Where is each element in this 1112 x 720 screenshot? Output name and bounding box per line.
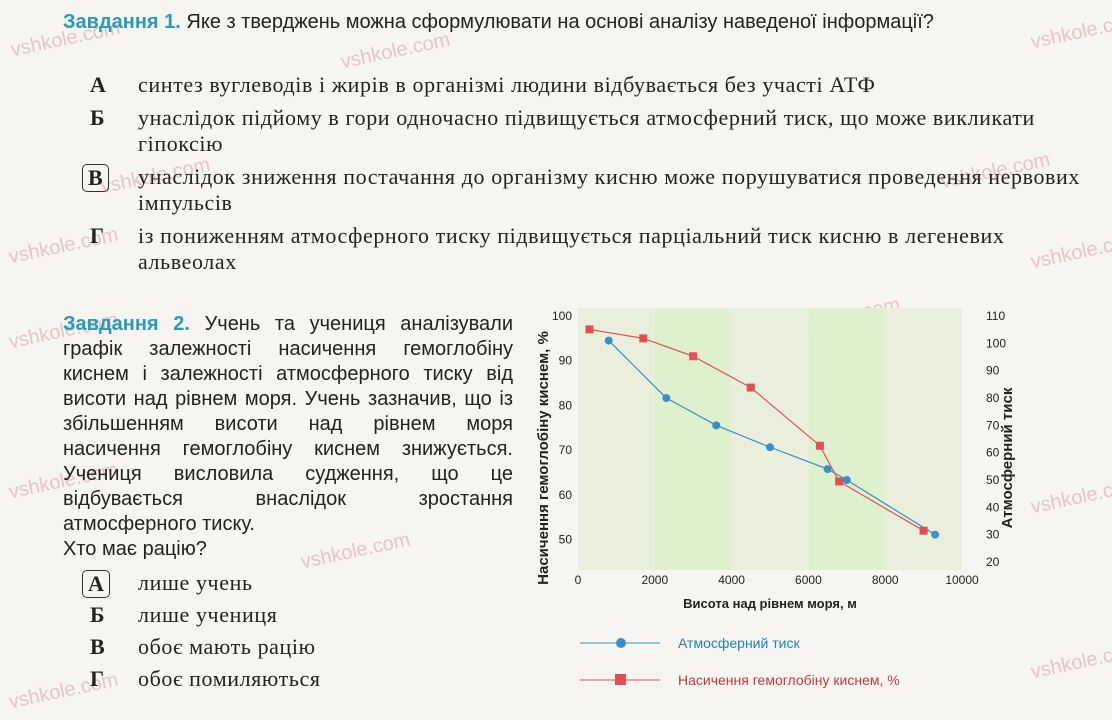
option-text: із пониженням атмосферного тиску підвищу… xyxy=(138,223,1005,274)
series-point xyxy=(842,476,851,484)
task1-question: Завдання 1. Яке з тверджень можна сформу… xyxy=(63,10,1073,35)
task2-options: А лише учень Б лише учениця В обоє мають… xyxy=(82,570,410,698)
y2-tick-label: 100 xyxy=(986,336,1006,350)
series-point xyxy=(746,383,755,392)
x-tick-label: 8000 xyxy=(872,573,899,587)
option-letter: Б xyxy=(90,105,105,130)
y-tick-label: 80 xyxy=(559,398,573,412)
option-text: лише учениця xyxy=(138,602,278,627)
series-point xyxy=(931,530,940,539)
task1-options: А синтез вуглеводів і жирів в організмі … xyxy=(82,72,1081,282)
series-point xyxy=(766,443,774,452)
series-point xyxy=(585,325,594,334)
option-letter: А xyxy=(90,72,106,97)
y2-tick-label: 20 xyxy=(986,555,1000,569)
legend-label-pressure: Атмосферний тиск xyxy=(678,635,800,651)
y-tick-label: 60 xyxy=(559,488,573,502)
x-axis-label: Висота над рівнем моря, м xyxy=(683,596,857,611)
y-axis-label: Насичення гемоглобіну киснем, % xyxy=(535,331,552,585)
chart-band xyxy=(578,308,655,570)
y2-tick-label: 60 xyxy=(986,446,1000,460)
chart-svg: 0 2000 4000 6000 8000 10000 50 60 70 80 90 100 20 30 4… xyxy=(535,308,1016,688)
option-text: унаслідок підйому в гори одночасно підви… xyxy=(138,105,1035,156)
task2-option-c[interactable]: В обоє мають рацію xyxy=(90,634,410,660)
task2-text: Учень та учениця аналізували графік зале… xyxy=(63,313,513,535)
y2-tick-label: 90 xyxy=(986,364,1000,378)
y2-tick-label: 30 xyxy=(986,528,1000,542)
y-tick-label: 90 xyxy=(559,354,573,368)
task2-question: Завдання 2. Учень та учениця аналізували… xyxy=(63,312,513,562)
series-point xyxy=(835,477,844,486)
y2-tick-label: 50 xyxy=(986,473,1000,487)
series-point xyxy=(662,394,671,402)
series-point xyxy=(823,465,832,474)
task1-title: Завдання 1. xyxy=(63,11,181,33)
option-text: обоє помиляються xyxy=(138,666,321,691)
series-point xyxy=(712,421,721,430)
option-letter-selected: А xyxy=(82,570,110,598)
task2-prompt: Хто має рацію? xyxy=(63,538,207,560)
task1-option-d[interactable]: Г із пониженням атмосферного тиску підви… xyxy=(90,223,1080,275)
series-point xyxy=(815,441,824,450)
option-text: лише учень xyxy=(138,570,253,595)
series-point xyxy=(639,334,648,343)
option-letter: Б xyxy=(90,602,105,627)
task2-option-b[interactable]: Б лише учениця xyxy=(90,602,410,628)
altitude-chart: 0 2000 4000 6000 8000 10000 50 60 70 80 90 100 20 30 4… xyxy=(520,288,1100,713)
y-tick-label: 70 xyxy=(559,443,573,457)
task2-option-a[interactable]: А лише учень xyxy=(82,570,410,598)
series-point xyxy=(689,352,698,361)
y2-axis-label: Атмосферний тиск xyxy=(999,387,1016,528)
legend-marker-saturation xyxy=(615,674,626,685)
option-text: синтез вуглеводів і жирів в організмі лю… xyxy=(138,72,876,97)
x-tick-label: 2000 xyxy=(641,573,668,587)
chart-band xyxy=(885,308,962,570)
series-point xyxy=(604,336,613,345)
legend-label-saturation: Насичення гемоглобіну киснем, % xyxy=(678,672,900,688)
option-text: обоє мають рацію xyxy=(138,634,316,659)
legend-marker-pressure xyxy=(616,638,626,648)
x-tick-label: 6000 xyxy=(795,573,822,587)
series-point xyxy=(919,526,928,535)
option-letter-selected: В xyxy=(82,164,109,192)
option-letter: Г xyxy=(90,223,104,248)
task1-option-c[interactable]: В унаслідок зниження постачання до орган… xyxy=(82,164,1081,216)
option-text: унаслідок зниження постачання до організ… xyxy=(138,164,1081,215)
task1-option-b[interactable]: Б унаслідок підйому в гори одночасно під… xyxy=(90,105,1080,157)
chart-band xyxy=(731,308,809,570)
option-letter: Г xyxy=(90,666,104,691)
chart-band xyxy=(654,308,732,570)
task2-option-d[interactable]: Г обоє помиляються xyxy=(90,666,410,692)
x-tick-label: 4000 xyxy=(718,573,745,587)
y-tick-label: 50 xyxy=(559,533,573,547)
y2-tick-label: 70 xyxy=(986,418,1000,432)
option-letter: В xyxy=(90,634,105,659)
y-tick-label: 100 xyxy=(552,309,572,323)
chart-band xyxy=(808,308,886,570)
task1-option-a[interactable]: А синтез вуглеводів і жирів в організмі … xyxy=(90,72,1080,98)
x-tick-label: 10000 xyxy=(945,573,979,587)
task2-title: Завдання 2. xyxy=(63,313,190,335)
y2-tick-label: 40 xyxy=(986,500,1000,514)
y2-tick-label: 80 xyxy=(986,391,1000,405)
y2-tick-label: 110 xyxy=(986,309,1005,323)
x-tick-label: 0 xyxy=(575,573,582,587)
watermark: vshkole.com xyxy=(338,28,453,74)
task1-question-text: Яке з тверджень можна сформулювати на ос… xyxy=(186,11,934,33)
